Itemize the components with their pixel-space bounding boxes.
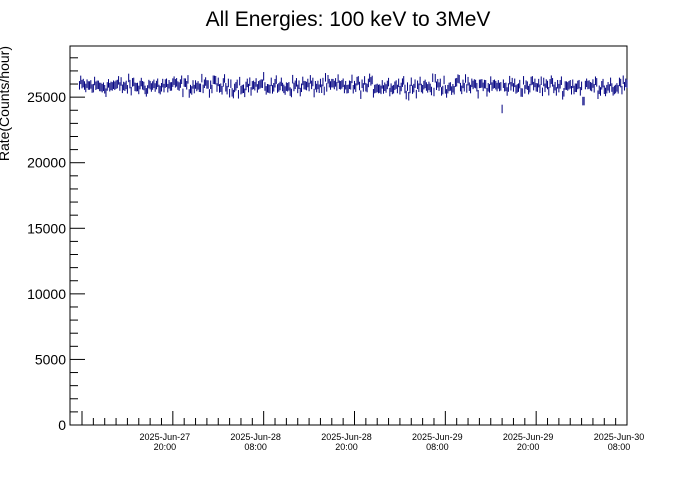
- y-axis: 0 5000 10000 15000 20000 25000: [27, 57, 85, 433]
- x-tick-label-time: 20:00: [335, 442, 358, 452]
- y-tick-label: 20000: [27, 155, 66, 171]
- x-tick-label-time: 20:00: [154, 442, 177, 452]
- data-series: [78, 72, 628, 114]
- x-tick-label-time: 08:00: [426, 442, 449, 452]
- plot-frame: [69, 45, 628, 426]
- y-tick-label: 15000: [27, 220, 66, 236]
- x-tick-label-date: 2025-Jun-28: [321, 432, 372, 442]
- x-tick-label-time: 20:00: [517, 442, 540, 452]
- y-tick-label: 25000: [27, 89, 66, 105]
- y-tick-label: 5000: [35, 351, 66, 367]
- x-axis: 2025-Jun-2720:002025-Jun-2808:002025-Jun…: [81, 411, 645, 452]
- y-tick-label: 10000: [27, 286, 66, 302]
- x-tick-label-date: 2025-Jun-30: [594, 432, 645, 442]
- x-tick-label-date: 2025-Jun-29: [503, 432, 554, 442]
- x-tick-label-time: 08:00: [244, 442, 267, 452]
- y-tick-label: 0: [58, 417, 66, 433]
- x-tick-label-date: 2025-Jun-29: [412, 432, 463, 442]
- x-tick-label-date: 2025-Jun-28: [230, 432, 281, 442]
- x-tick-label-time: 08:00: [608, 442, 631, 452]
- chart-title: All Energies: 100 keV to 3MeV: [206, 8, 491, 31]
- y-axis-label: Rate(Counts/hour): [0, 46, 12, 161]
- x-tick-label-date: 2025-Jun-27: [140, 432, 191, 442]
